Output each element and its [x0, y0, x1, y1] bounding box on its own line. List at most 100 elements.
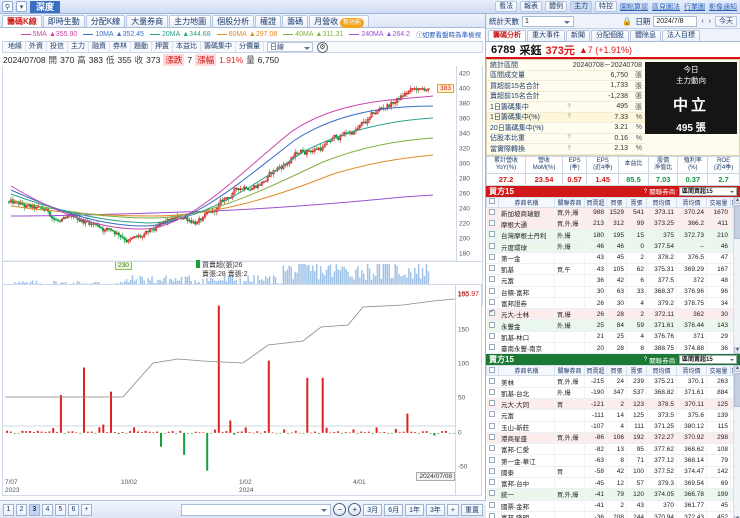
checkbox-icon[interactable] [488, 265, 495, 272]
checkbox-icon[interactable] [488, 253, 495, 260]
tab-2[interactable]: 分配K線 [85, 15, 126, 27]
buy-help-icon[interactable]: ? [643, 187, 648, 195]
buy-scroll-up-icon[interactable]: ▲ [734, 196, 740, 204]
sell-col-5[interactable]: 買均價 [646, 365, 677, 377]
date-input[interactable]: 2024/7/8 [653, 15, 698, 27]
buy-row-checkbox[interactable] [486, 263, 499, 276]
buy-col-7[interactable]: 交易量 [706, 196, 731, 208]
right-tab-3[interactable]: 分配個股 [591, 30, 629, 41]
page-button-2[interactable]: 2 [16, 503, 27, 516]
buy-row-checkbox[interactable] [486, 207, 499, 219]
buy-col-4[interactable]: 賣張 [626, 196, 647, 208]
table-row[interactable]: 新加坡商瑞銀買,外,爆9881529541373.11370.241670-11… [486, 207, 740, 219]
sell-col-0[interactable]: 券商名稱 [498, 365, 555, 377]
buy-row-checkbox[interactable] [486, 331, 499, 344]
sell-col-2[interactable]: 買賣超 [584, 365, 607, 377]
checkbox-icon[interactable] [488, 467, 495, 474]
tab-5[interactable]: 個股分析 [212, 15, 255, 27]
right-toggle-1[interactable]: 報表 [520, 1, 542, 12]
checkbox-icon[interactable] [488, 433, 495, 440]
buy-col-2[interactable]: 買賣超 [584, 196, 607, 208]
indicator-1[interactable]: 外資 [26, 42, 47, 52]
period-select[interactable]: 日線 [267, 42, 313, 52]
buy-table-scrollbar[interactable]: ▲ ▼ [733, 196, 740, 355]
buy-row-checkbox[interactable] [486, 297, 499, 310]
indicator-0[interactable]: 地緣 [5, 42, 26, 52]
stat-days-select[interactable]: 1 [522, 15, 574, 27]
page-button-4[interactable]: 4 [42, 503, 53, 516]
indicator-5[interactable]: 券林 [110, 42, 131, 52]
buy-row-checkbox[interactable] [486, 274, 499, 287]
checkbox-icon[interactable] [488, 411, 495, 418]
sell-col-7[interactable]: 交易量 [706, 365, 731, 377]
sell-row-checkbox[interactable] [486, 398, 499, 411]
checkbox-icon[interactable] [488, 231, 495, 238]
checkbox-icon[interactable] [488, 490, 495, 497]
date-prev-icon[interactable]: ‹ [701, 17, 704, 25]
sell-select-all[interactable] [486, 365, 499, 377]
right-toggle-4[interactable]: 特控 [595, 1, 617, 12]
checkbox-icon[interactable] [488, 400, 495, 407]
right-link-0[interactable]: 園點算認 [620, 3, 648, 11]
checkbox-icon[interactable] [488, 198, 495, 204]
range-button-1年[interactable]: 1年 [405, 503, 424, 516]
buy-scroll-down-icon[interactable]: ▼ [734, 347, 740, 355]
checkbox-icon[interactable] [488, 377, 495, 384]
sell-col-3[interactable]: 買張 [606, 365, 627, 377]
zoom-in-icon[interactable]: + [348, 503, 362, 516]
broker-flow-chart[interactable]: 200 150 100 50 0 -50 185.97 2024/07/08 7/07 20… [2, 284, 482, 496]
right-tab-0[interactable]: 籌碼分析 [488, 30, 526, 41]
tab-4[interactable]: 主力地圖 [169, 15, 212, 27]
range-button-3年[interactable]: 3年 [426, 503, 445, 516]
checkbox-icon[interactable] [488, 219, 495, 226]
sell-row-checkbox[interactable] [486, 488, 499, 501]
buy-col-5[interactable]: 買均價 [646, 196, 677, 208]
date-next-icon[interactable]: › [708, 17, 711, 25]
buy-col-6[interactable]: 賣均價 [676, 196, 707, 208]
indicator-8[interactable]: 本益比 [173, 42, 201, 52]
right-tab-5[interactable]: 法人目標 [662, 30, 700, 41]
sell-help-icon[interactable]: ? [643, 356, 648, 364]
zoom-out-icon[interactable]: − [333, 503, 347, 516]
indicator-10[interactable]: 分價量 [236, 42, 264, 52]
checkbox-icon[interactable] [488, 422, 495, 429]
reset-button[interactable]: 重置 [461, 503, 483, 516]
page-button-+[interactable]: + [81, 503, 92, 516]
sell-scroll-up-icon[interactable]: ▲ [734, 365, 740, 373]
ma-note-link[interactable]: ⓘ如要看盤時為準檢視 [416, 32, 481, 39]
page-button-3[interactable]: 3 [29, 503, 40, 516]
right-link-3[interactable]: 影像通知 [709, 3, 737, 11]
buy-col-1[interactable]: 關聯券商 [554, 196, 585, 208]
checkbox-icon[interactable] [488, 287, 495, 294]
right-tab-4[interactable]: 體除息 [630, 30, 661, 41]
sell-row-checkbox[interactable] [486, 387, 499, 399]
sell-row-checkbox[interactable] [486, 443, 499, 456]
right-toggle-2[interactable]: 體例 [545, 1, 567, 12]
right-tab-1[interactable]: 重大事件 [527, 30, 565, 41]
sell-row-checkbox[interactable] [486, 500, 499, 512]
sell-row-checkbox[interactable] [486, 409, 499, 422]
sell-col-4[interactable]: 賣張 [626, 365, 647, 377]
tab-7[interactable]: 籌碼 [282, 15, 309, 27]
today-button[interactable]: 今天 [715, 15, 737, 27]
tab-1[interactable]: 即時生動 [42, 15, 85, 27]
buy-row-checkbox[interactable] [486, 308, 499, 321]
checkbox-icon[interactable] [488, 513, 495, 518]
sell-scroll-thumb[interactable] [734, 373, 740, 408]
stat-help-icon[interactable]: ? [567, 103, 571, 110]
stat-help-icon[interactable]: ? [567, 145, 571, 152]
checkbox-icon[interactable] [488, 479, 495, 486]
right-toggle-0[interactable]: 看法 [495, 1, 517, 12]
range-more-button[interactable]: + [446, 503, 459, 516]
buy-col-3[interactable]: 買張 [606, 196, 627, 208]
